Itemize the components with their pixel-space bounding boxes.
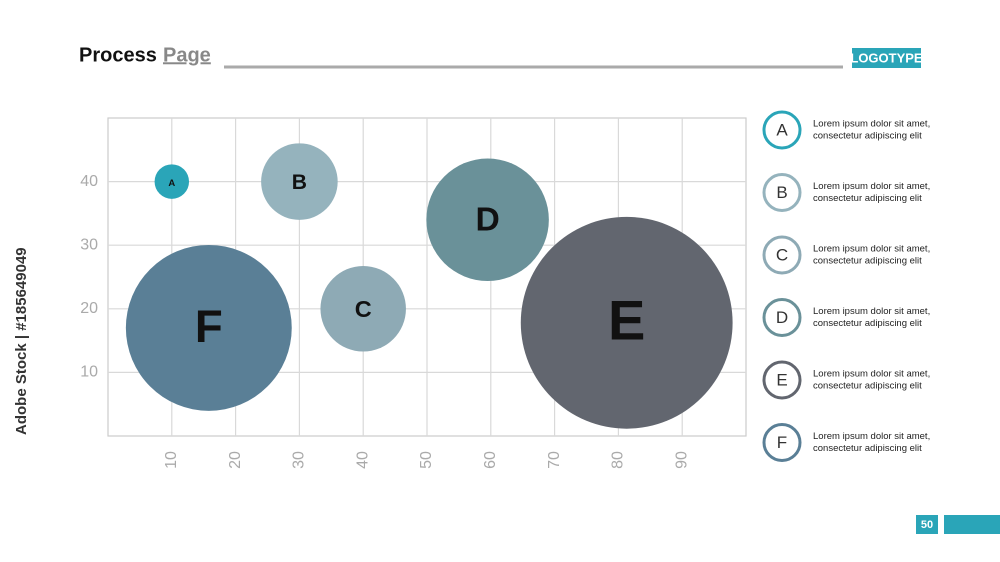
legend-description: consectetur adipiscing elit	[813, 318, 922, 329]
legend-marker	[762, 110, 802, 150]
bubble-label: F	[195, 301, 223, 352]
legend-label: A	[776, 120, 788, 139]
x-tick-label: 70	[546, 451, 563, 469]
y-tick-label: 40	[80, 173, 98, 190]
x-tick-label: 20	[227, 451, 244, 469]
x-tick-label: 40	[354, 451, 371, 469]
footer-bar	[944, 515, 1000, 534]
title-accent: Page	[163, 44, 211, 66]
legend-label: E	[776, 370, 787, 389]
page-number: 50	[921, 519, 933, 531]
x-tick-label: 80	[610, 451, 627, 469]
x-tick-label: 90	[673, 451, 690, 469]
bubble	[320, 266, 406, 352]
legend-marker	[762, 423, 802, 462]
x-tick-label: 60	[482, 451, 499, 469]
bubble-label: E	[608, 289, 645, 352]
x-tick-label: 50	[418, 451, 435, 469]
bubble-label: A	[168, 178, 175, 189]
legend-label: F	[777, 433, 787, 452]
legend-description: Lorem ipsum dolor sit amet,	[813, 431, 930, 442]
legend-marker	[762, 298, 802, 337]
x-tick-label: 10	[163, 451, 180, 469]
bubble	[154, 164, 190, 199]
logo-box	[852, 48, 921, 68]
legend-description: consectetur adipiscing elit	[813, 131, 922, 142]
bubble-label: D	[475, 202, 499, 239]
legend-description: Lorem ipsum dolor sit amet,	[813, 181, 930, 192]
legend-description: consectetur adipiscing elit	[813, 381, 922, 392]
bubble	[426, 158, 549, 282]
legend-marker	[762, 173, 802, 212]
y-tick-label: 20	[80, 300, 98, 317]
legend-marker	[762, 360, 802, 400]
bubble-label: B	[292, 171, 307, 194]
page-number-box	[916, 515, 938, 534]
logo: LOGOTYPE	[850, 50, 923, 65]
legend-description: Lorem ipsum dolor sit amet,	[813, 244, 930, 255]
legend-description: Lorem ipsum dolor sit amet,	[813, 369, 930, 380]
legend-description: consectetur adipiscing elit	[813, 256, 922, 267]
legend-marker	[762, 235, 802, 275]
legend-description: consectetur adipiscing elit	[813, 443, 922, 454]
bubble	[520, 216, 733, 429]
title-main: Process	[79, 44, 157, 66]
bubble	[125, 244, 292, 411]
legend-label: C	[776, 245, 788, 264]
legend-description: Lorem ipsum dolor sit amet,	[813, 119, 930, 130]
bubble	[261, 143, 338, 220]
legend-label: B	[776, 183, 787, 202]
legend-label: D	[776, 308, 788, 327]
legend-description: Lorem ipsum dolor sit amet,	[813, 306, 930, 317]
y-tick-label: 30	[80, 236, 98, 253]
bubble-label: C	[355, 296, 372, 322]
y-tick-label: 10	[80, 364, 98, 381]
x-tick-label: 30	[291, 451, 308, 469]
watermark: Adobe Stock | #185649049	[13, 247, 30, 435]
legend-description: consectetur adipiscing elit	[813, 193, 922, 204]
